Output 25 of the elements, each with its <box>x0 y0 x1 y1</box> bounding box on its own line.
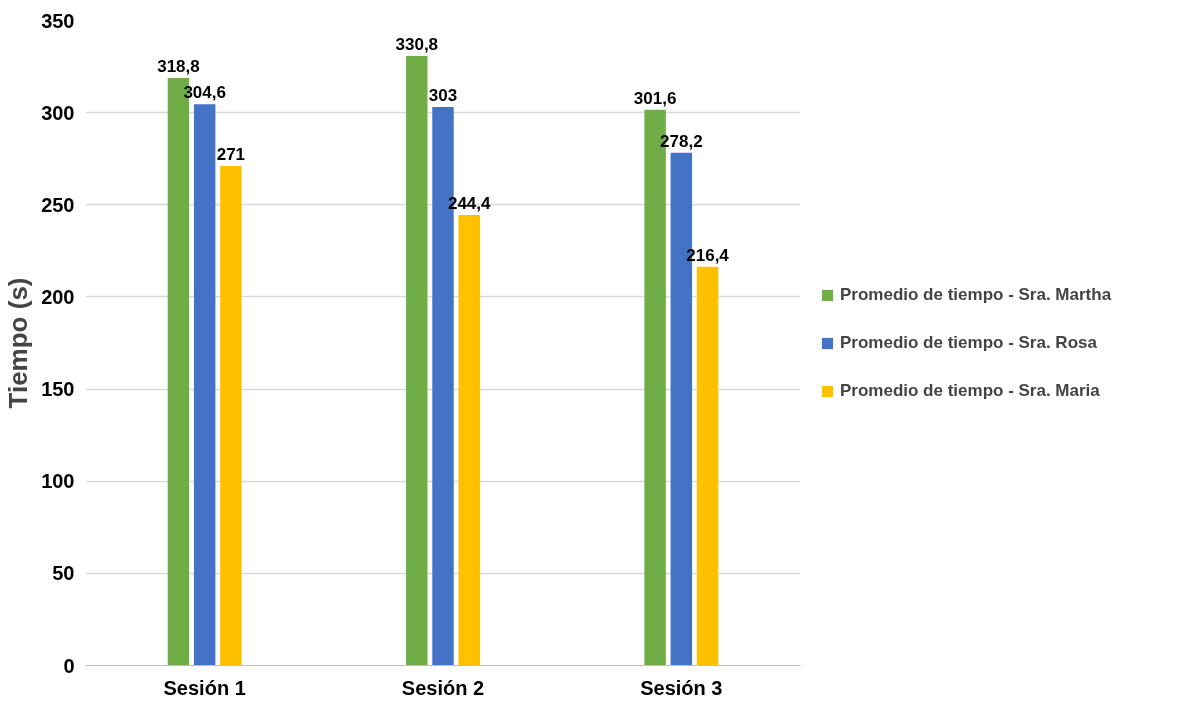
x-tick-label: Sesión 1 <box>163 676 246 699</box>
data-label: 303 <box>428 86 458 106</box>
data-label: 318,8 <box>157 57 200 76</box>
legend-label: Promedio de tiempo - Sra. Maria <box>840 380 1100 401</box>
y-tick-label: 200 <box>41 285 75 308</box>
y-tick-label: 250 <box>41 193 75 216</box>
data-label: 271 <box>216 145 246 165</box>
legend-label: Promedio de tiempo - Sra. Rosa <box>840 332 1097 353</box>
y-tick-label: 300 <box>41 101 75 124</box>
x-tick-label: Sesión 3 <box>640 676 723 699</box>
y-axis-title: Tiempo (s) <box>3 277 34 409</box>
y-tick-label: 0 <box>63 654 75 677</box>
y-tick-label: 150 <box>41 378 75 401</box>
legend-label: Promedio de tiempo - Sra. Martha <box>840 284 1112 305</box>
y-tick-label: 350 <box>41 9 75 32</box>
bar <box>193 104 216 666</box>
y-tick-label: 100 <box>41 470 75 493</box>
data-label: 330,8 <box>395 34 439 54</box>
bar <box>220 166 242 666</box>
bar <box>406 55 428 666</box>
bar <box>696 266 719 666</box>
x-tick-label: Sesión 2 <box>401 676 485 699</box>
bar <box>458 215 480 666</box>
data-label: 301,6 <box>633 88 677 108</box>
y-tick-label: 50 <box>52 562 75 585</box>
